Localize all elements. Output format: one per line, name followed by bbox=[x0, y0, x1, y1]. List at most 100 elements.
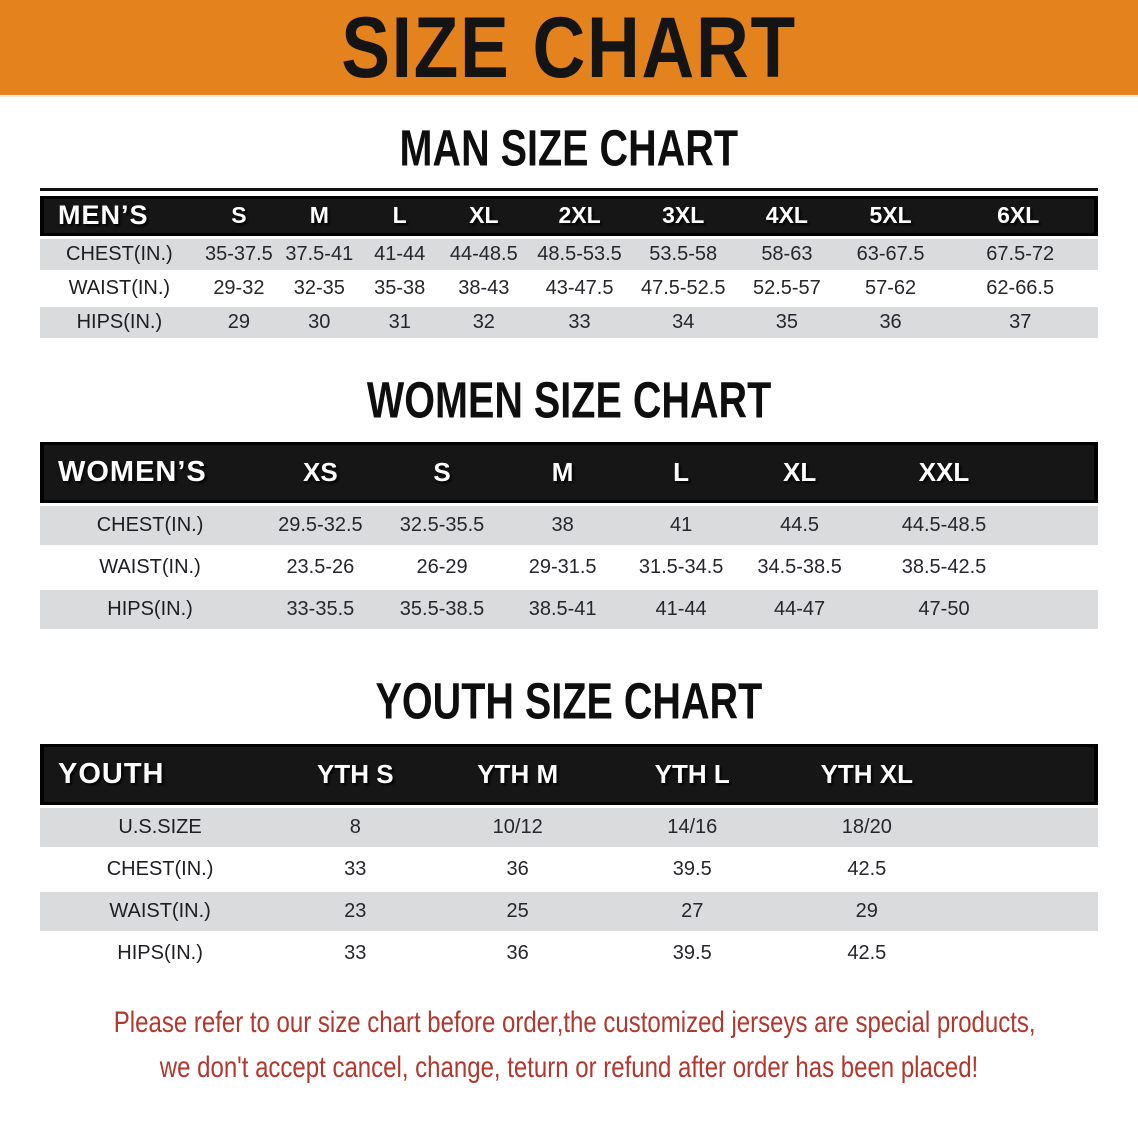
table-row: HIPS(IN.) 29 30 31 32 33 34 35 36 37 bbox=[40, 306, 1098, 338]
size-value: 29-32 bbox=[198, 272, 280, 304]
size-value: 33 bbox=[280, 849, 431, 889]
table-row: U.S.SIZE 8 10/12 14/16 18/20 bbox=[40, 807, 1098, 847]
row-label: WAIST(IN.) bbox=[40, 548, 261, 588]
size-value: 29-31.5 bbox=[503, 548, 622, 588]
size-value: 41-44 bbox=[359, 238, 440, 270]
size-value: 48.5-53.5 bbox=[527, 238, 632, 270]
table-header-row: YOUTH YTH S YTH M YTH L YTH XL bbox=[40, 743, 1098, 805]
section-heading: WOMEN SIZE CHART bbox=[0, 370, 1138, 429]
row-label: WAIST(IN.) bbox=[40, 891, 281, 931]
size-value: 47.5-52.5 bbox=[631, 272, 736, 304]
row-label: HIPS(IN.) bbox=[40, 933, 281, 973]
size-chart-section: WOMEN SIZE CHART WOMEN’S XS S M L XL XXL CHEST(I… bbox=[0, 370, 1138, 633]
size-value: 36 bbox=[430, 933, 605, 973]
size-value: 33 bbox=[280, 933, 431, 973]
row-spacer bbox=[954, 891, 1098, 931]
size-value: 33-35.5 bbox=[260, 590, 381, 630]
size-value: 44-48.5 bbox=[439, 238, 528, 270]
table-row: WAIST(IN.) 29-32 32-35 35-38 38-43 43-47.5 47.… bbox=[40, 272, 1098, 304]
footer-note: Please refer to our size chart before or… bbox=[0, 1000, 1138, 1090]
table-row: HIPS(IN.) 33 36 39.5 42.5 bbox=[40, 933, 1098, 973]
page-title: SIZE CHART bbox=[341, 0, 797, 96]
size-column-header: S bbox=[198, 195, 280, 236]
size-value: 53.5-58 bbox=[631, 238, 736, 270]
size-value: 23.5-26 bbox=[260, 548, 381, 588]
size-value: 29 bbox=[779, 891, 955, 931]
size-value: 37 bbox=[942, 306, 1098, 338]
banner: SIZE CHART bbox=[0, 0, 1138, 97]
size-column-header: YTH L bbox=[604, 743, 780, 805]
row-spacer bbox=[954, 807, 1098, 847]
size-value: 32.5-35.5 bbox=[380, 506, 504, 546]
size-column-header: 2XL bbox=[527, 195, 632, 236]
header-spacer bbox=[954, 743, 1098, 805]
table-corner-label: WOMEN’S bbox=[40, 442, 261, 504]
row-spacer bbox=[1029, 506, 1098, 546]
table-row: HIPS(IN.) 33-35.5 35.5-38.5 38.5-41 41-44 44-… bbox=[40, 590, 1098, 630]
size-column-header: XXL bbox=[858, 442, 1030, 504]
size-value: 34.5-38.5 bbox=[740, 548, 859, 588]
size-value: 39.5 bbox=[604, 933, 780, 973]
row-spacer bbox=[954, 849, 1098, 889]
row-spacer bbox=[1029, 548, 1098, 588]
row-label: CHEST(IN.) bbox=[40, 849, 281, 889]
size-value: 36 bbox=[430, 849, 605, 889]
size-value: 39.5 bbox=[604, 849, 780, 889]
size-column-header: XL bbox=[740, 442, 859, 504]
size-value: 35-38 bbox=[359, 272, 440, 304]
section-heading-text: WOMEN SIZE CHART bbox=[366, 370, 772, 429]
size-value: 26-29 bbox=[380, 548, 504, 588]
table-row: CHEST(IN.) 29.5-32.5 32.5-35.5 38 41 44.5 44.5… bbox=[40, 506, 1098, 546]
size-value: 35-37.5 bbox=[198, 238, 280, 270]
size-value: 38.5-41 bbox=[503, 590, 622, 630]
size-value: 8 bbox=[280, 807, 431, 847]
size-value: 36 bbox=[838, 306, 943, 338]
size-value: 38-43 bbox=[439, 272, 528, 304]
size-table-wrap: MEN’S S M L XL 2XL 3XL 4XL 5XL 6XL CHEST(IN.) 35-37… bbox=[40, 187, 1098, 341]
row-label: HIPS(IN.) bbox=[40, 306, 199, 338]
size-value: 35.5-38.5 bbox=[380, 590, 504, 630]
size-value: 67.5-72 bbox=[942, 238, 1098, 270]
section-heading: MAN SIZE CHART bbox=[0, 119, 1138, 177]
size-value: 63-67.5 bbox=[838, 238, 943, 270]
table-row: CHEST(IN.) 33 36 39.5 42.5 bbox=[40, 849, 1098, 889]
size-value: 32-35 bbox=[279, 272, 360, 304]
size-column-header: S bbox=[380, 442, 504, 504]
size-charts: MAN SIZE CHART MEN’S S M L XL 2XL 3XL 4XL 5XL 6XL C… bbox=[0, 119, 1138, 976]
size-column-header: YTH XL bbox=[779, 743, 955, 805]
size-value: 58-63 bbox=[735, 238, 839, 270]
table-row: WAIST(IN.) 23.5-26 26-29 29-31.5 31.5-34.5 34… bbox=[40, 548, 1098, 588]
size-value: 33 bbox=[527, 306, 632, 338]
size-value: 41-44 bbox=[621, 590, 741, 630]
size-value: 52.5-57 bbox=[735, 272, 839, 304]
size-value: 47-50 bbox=[858, 590, 1030, 630]
size-value: 10/12 bbox=[430, 807, 605, 847]
section-heading-text: MAN SIZE CHART bbox=[399, 119, 739, 177]
size-value: 30 bbox=[279, 306, 360, 338]
size-value: 29 bbox=[198, 306, 280, 338]
row-label: WAIST(IN.) bbox=[40, 272, 199, 304]
table-corner-label: YOUTH bbox=[40, 743, 281, 805]
size-column-header: XL bbox=[439, 195, 528, 236]
size-column-header: M bbox=[503, 442, 622, 504]
size-value: 14/16 bbox=[604, 807, 780, 847]
size-column-header: 5XL bbox=[838, 195, 943, 236]
size-value: 37.5-41 bbox=[279, 238, 360, 270]
size-value: 18/20 bbox=[779, 807, 955, 847]
size-value: 44.5-48.5 bbox=[858, 506, 1030, 546]
table-row: CHEST(IN.) 35-37.5 37.5-41 41-44 44-48.5 48.5… bbox=[40, 238, 1098, 270]
row-label: HIPS(IN.) bbox=[40, 590, 261, 630]
size-chart-section: MAN SIZE CHART MEN’S S M L XL 2XL 3XL 4XL 5XL 6XL C… bbox=[0, 119, 1138, 341]
row-label: CHEST(IN.) bbox=[40, 238, 199, 270]
size-table: WOMEN’S XS S M L XL XXL CHEST(IN.) 29.5-32.5 32.5… bbox=[40, 439, 1098, 632]
size-table-wrap: YOUTH YTH S YTH M YTH L YTH XL U.S.SIZE 8 10/12… bbox=[40, 741, 1098, 976]
size-table-wrap: WOMEN’S XS S M L XL XXL CHEST(IN.) 29.5-32.5 32.5… bbox=[40, 439, 1098, 632]
table-header-row: WOMEN’S XS S M L XL XXL bbox=[40, 442, 1098, 504]
size-value: 42.5 bbox=[779, 849, 955, 889]
size-value: 38 bbox=[503, 506, 622, 546]
size-value: 32 bbox=[439, 306, 528, 338]
footer-line-2: we don't accept cancel, change, teturn o… bbox=[159, 1050, 979, 1084]
size-value: 43-47.5 bbox=[527, 272, 632, 304]
size-value: 38.5-42.5 bbox=[858, 548, 1030, 588]
table-header-row: MEN’S S M L XL 2XL 3XL 4XL 5XL 6XL bbox=[40, 195, 1098, 236]
